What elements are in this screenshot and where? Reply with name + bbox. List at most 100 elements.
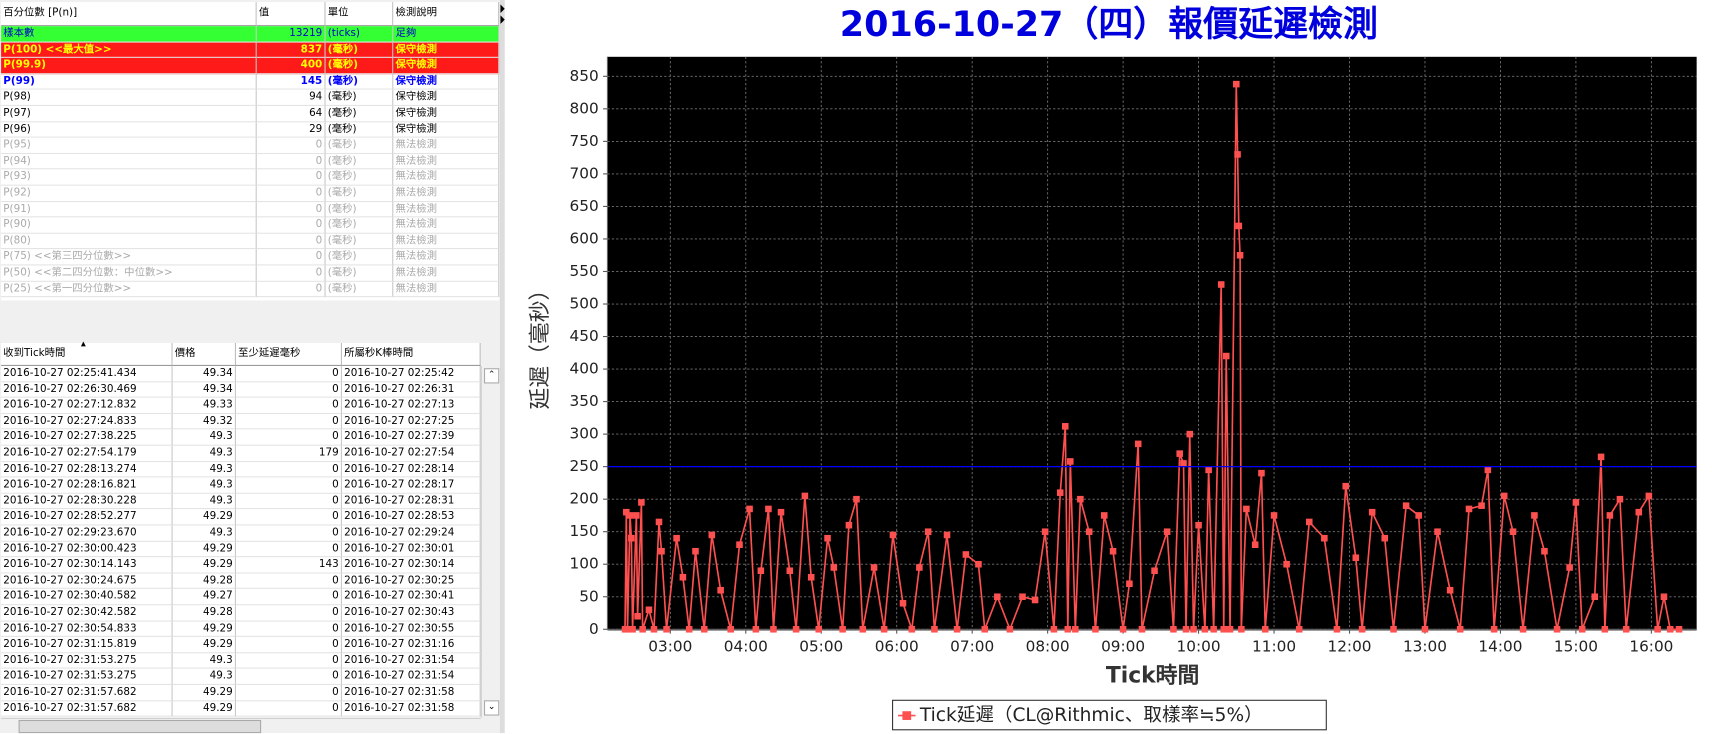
data-point xyxy=(633,512,640,519)
plot-area xyxy=(607,56,1697,631)
table-cell: 無法檢測 xyxy=(393,153,500,170)
y-tick-label: 400 xyxy=(570,360,599,378)
table-cell: 0 xyxy=(235,509,342,526)
data-point xyxy=(1456,626,1464,633)
table-cell: 2016-10-27 02:27:54 xyxy=(341,445,481,462)
data-point xyxy=(801,492,809,500)
y-tick-label: 650 xyxy=(570,197,599,215)
data-point xyxy=(701,626,708,633)
data-point xyxy=(1635,508,1643,516)
data-point xyxy=(746,505,753,513)
data-point xyxy=(839,626,846,633)
vertical-scrollbar[interactable]: ⌃ ⌄ xyxy=(480,365,500,718)
table-cell: 49.3 xyxy=(172,445,236,462)
table-cell: 2016-10-27 02:31:58 xyxy=(341,684,481,701)
data-point xyxy=(628,534,635,542)
scroll-thumb[interactable] xyxy=(18,719,262,734)
table-cell: 0 xyxy=(256,233,326,250)
horizontal-scrollbar[interactable] xyxy=(1,717,481,734)
table-cell: 2016-10-27 02:30:55 xyxy=(341,621,481,638)
table-cell: 2016-10-27 02:28:52.277 xyxy=(1,509,173,526)
table-cell: 2016-10-27 02:28:30.228 xyxy=(1,493,173,510)
data-point xyxy=(629,626,636,633)
table-cell: 49.27 xyxy=(172,589,236,606)
data-point xyxy=(777,508,785,516)
table-cell: (毫秒) xyxy=(325,169,394,186)
column-header: 單位 xyxy=(325,2,394,27)
y-tick-label: 500 xyxy=(570,295,599,313)
table-cell: P(80) xyxy=(1,233,257,250)
data-point xyxy=(870,564,878,571)
data-point xyxy=(626,512,634,519)
table-cell: 64 xyxy=(256,105,326,122)
data-point xyxy=(1176,450,1183,457)
table-cell: 0 xyxy=(256,201,326,218)
splitter[interactable] xyxy=(500,0,505,734)
series-line xyxy=(624,84,1680,632)
data-point xyxy=(975,560,982,568)
scroll-down[interactable]: ⌄ xyxy=(483,700,500,716)
data-point xyxy=(1295,626,1303,633)
data-point xyxy=(953,626,961,633)
table-cell: 49.29 xyxy=(172,684,236,701)
data-point xyxy=(1258,469,1265,477)
table-cell: P(94) xyxy=(1,153,257,170)
table-cell: 0 xyxy=(235,700,342,717)
data-point xyxy=(924,528,932,535)
table-cell: 2016-10-27 02:30:00.423 xyxy=(1,541,173,558)
data-point xyxy=(1578,626,1586,633)
table-cell: 2016-10-27 02:28:13.274 xyxy=(1,461,173,478)
data-point xyxy=(1591,593,1599,601)
data-point xyxy=(1195,521,1202,529)
table-cell: 2016-10-27 02:28:16.821 xyxy=(1,477,173,494)
table-cell: 49.33 xyxy=(172,397,236,414)
y-tick-label: 50 xyxy=(579,587,598,605)
table-cell: (毫秒) xyxy=(325,281,394,298)
data-point xyxy=(1261,626,1269,633)
data-point xyxy=(1220,626,1228,633)
table-cell: P(100) <<最大值>> xyxy=(1,42,257,59)
table-cell: 0 xyxy=(235,573,342,590)
table-cell: 2016-10-27 02:29:23.670 xyxy=(1,525,173,542)
data-point xyxy=(859,626,867,633)
data-point xyxy=(786,567,794,575)
data-point xyxy=(1205,466,1212,474)
data-point xyxy=(792,626,800,633)
table-cell: 837 xyxy=(256,42,326,59)
table-cell: 0 xyxy=(235,477,342,494)
table-cell: (毫秒) xyxy=(325,90,394,106)
table-cell: 0 xyxy=(256,217,326,234)
data-point xyxy=(1163,528,1171,535)
data-point xyxy=(1226,626,1234,633)
data-point xyxy=(845,521,853,529)
chart: 2016-10-27（四）報價延遲檢測 延遲（毫秒） Tick時間 0 50 100… xyxy=(528,4,1697,731)
table-cell: (毫秒) xyxy=(325,153,394,170)
table-cell: P(90) xyxy=(1,217,257,234)
data-point xyxy=(1616,495,1624,503)
table-cell: P(96) xyxy=(1,121,257,138)
data-point xyxy=(1283,560,1290,568)
table-cell: 2016-10-27 02:25:42 xyxy=(341,365,481,382)
table-cell: 足夠 xyxy=(393,26,500,43)
table-cell: 2016-10-27 02:30:01 xyxy=(341,541,481,558)
data-point xyxy=(1541,547,1548,555)
sort-indicator: ▴ xyxy=(80,338,86,350)
table-cell: 2016-10-27 02:27:13 xyxy=(341,397,481,414)
table-cell: (毫秒) xyxy=(325,121,394,138)
scroll-up[interactable]: ⌃ xyxy=(483,368,500,384)
table-cell: 49.29 xyxy=(172,509,236,526)
x-tick-label: 06:00 xyxy=(875,637,919,655)
data-point xyxy=(1415,512,1422,519)
x-tick-label: 12:00 xyxy=(1327,637,1371,655)
data-point xyxy=(1500,492,1508,500)
data-point xyxy=(1041,528,1049,535)
data-point xyxy=(624,626,631,633)
table-cell: 2016-10-27 02:30:14.143 xyxy=(1,557,173,574)
table-cell: P(98) xyxy=(1,90,257,106)
table-cell: 0 xyxy=(256,249,326,266)
data-point xyxy=(692,547,699,555)
table-cell: (毫秒) xyxy=(325,249,394,266)
y-tick-label: 550 xyxy=(570,262,599,280)
y-tick-label: 750 xyxy=(570,132,599,150)
table-cell: 0 xyxy=(235,684,342,701)
